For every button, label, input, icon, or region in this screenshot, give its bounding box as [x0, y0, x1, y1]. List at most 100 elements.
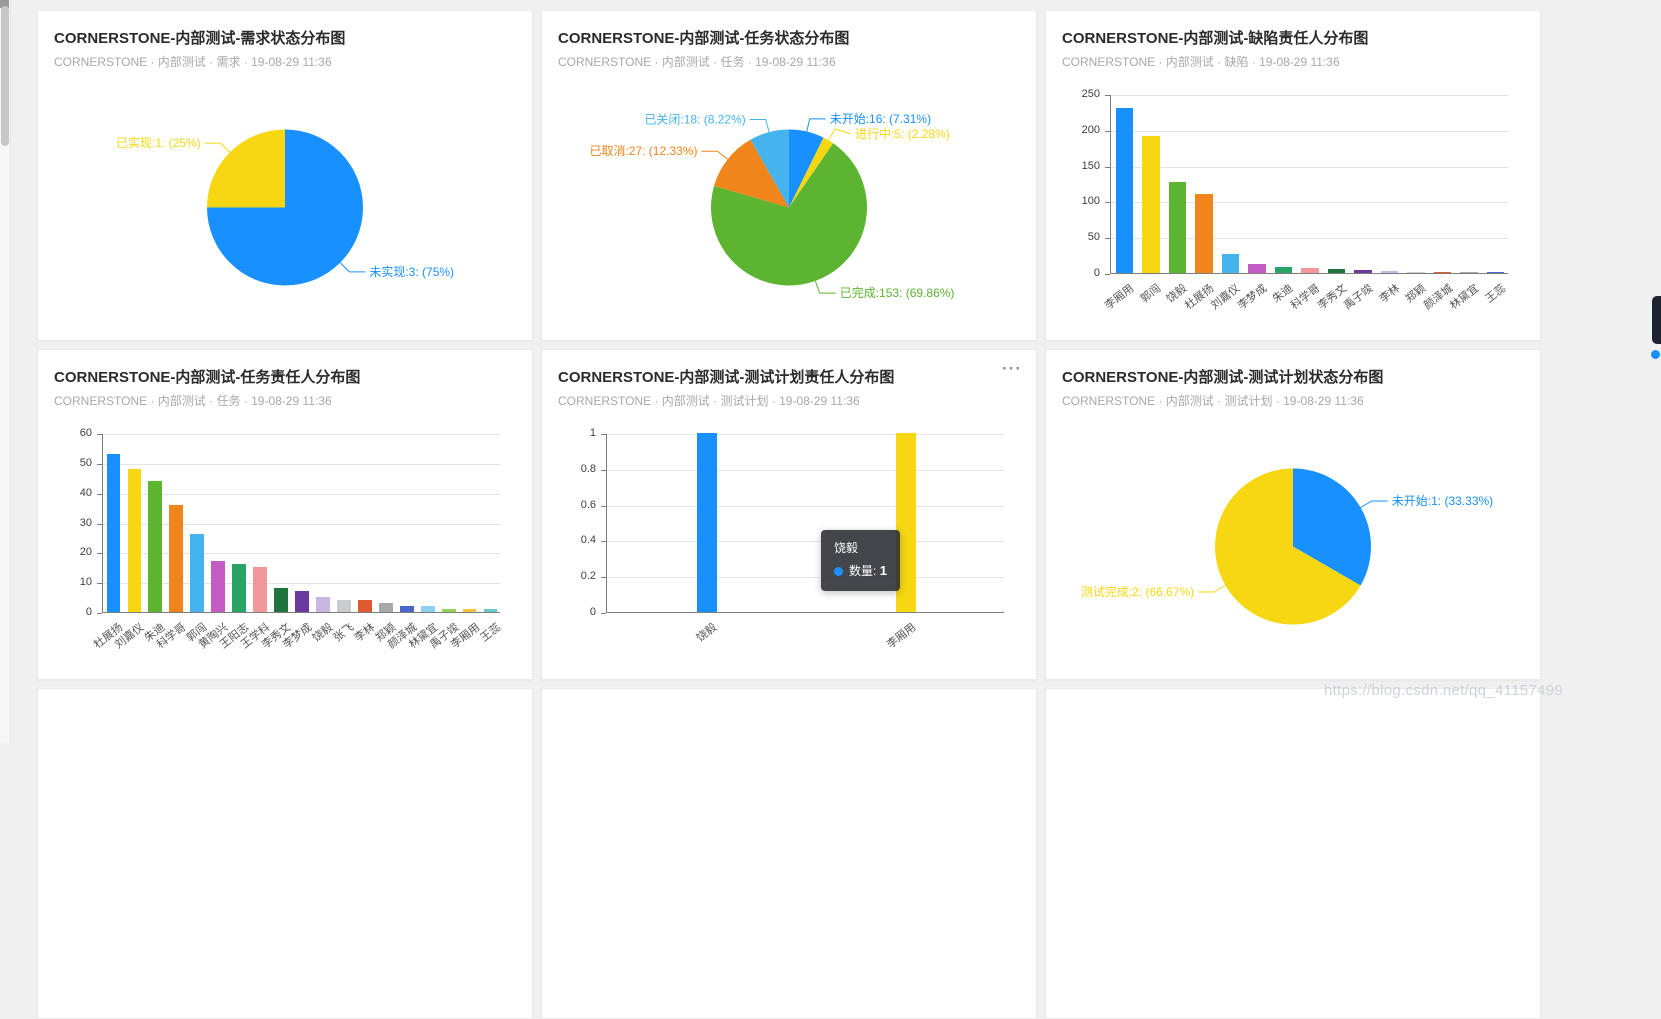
- pie-slice[interactable]: [789, 129, 824, 208]
- bar[interactable]: [1248, 263, 1266, 273]
- pie-label: 未实现:3: (75%): [369, 264, 454, 279]
- y-axis-tick: [1105, 166, 1110, 168]
- left-scrollbar-handle[interactable]: [1, 6, 9, 146]
- bar[interactable]: [378, 603, 393, 612]
- pie-slice[interactable]: [207, 129, 285, 208]
- bar[interactable]: [1115, 108, 1133, 273]
- gridline: [607, 434, 1004, 435]
- bar[interactable]: [462, 609, 477, 612]
- requirement-status-pie-chart[interactable]: 未实现:3: (75%) 已实现:1: (25%): [56, 81, 514, 330]
- pie-label-line: [701, 150, 729, 160]
- bar[interactable]: [1380, 270, 1399, 273]
- bar[interactable]: [336, 600, 351, 612]
- dashboard-grid: CORNERSTONE-内部测试-需求状态分布图 CORNERSTONE · 内…: [37, 10, 1541, 1019]
- x-axis-label: 李厢用: [884, 621, 918, 652]
- bar[interactable]: [295, 591, 309, 612]
- bar[interactable]: [1407, 271, 1425, 273]
- y-axis-tick: [1105, 238, 1110, 240]
- gridline: [103, 463, 500, 465]
- bar[interactable]: [253, 567, 267, 612]
- task-owner-bar-chart[interactable]: 0 10 20 30 40 50 60 杜展扬 刘嘉仪 朱迪 科学哥 郭闯 黄陶兴 王阳志 王学科 李秀文 李梦…: [56, 420, 514, 669]
- bar[interactable]: [190, 534, 205, 612]
- pie-slice[interactable]: [714, 139, 789, 208]
- task-status-pie-chart[interactable]: 未开始:16: (7.31%) 进行中:5: (2.28%) 已完成:153: (6…: [560, 81, 1018, 330]
- card-partial: [541, 688, 1037, 1019]
- testplan-owner-bar-chart[interactable]: 0 0.2 0.4 0.6 0.8 1 饶毅 李厢用 饶毅 数量: 1: [560, 420, 1018, 669]
- y-axis-tick: [1105, 274, 1110, 275]
- bar[interactable]: [1486, 272, 1505, 273]
- bar[interactable]: [232, 564, 247, 612]
- y-axis-label: 200: [1081, 123, 1100, 136]
- side-panel-handle[interactable]: [1652, 296, 1661, 344]
- bar[interactable]: [399, 606, 414, 612]
- bar[interactable]: [420, 606, 435, 612]
- gridline: [607, 505, 1004, 507]
- bar[interactable]: [148, 480, 163, 612]
- bar[interactable]: [441, 609, 456, 612]
- bar[interactable]: [1274, 267, 1293, 273]
- bar[interactable]: [1168, 182, 1187, 273]
- bar[interactable]: [127, 468, 142, 612]
- bar[interactable]: [895, 433, 916, 612]
- bar[interactable]: [1195, 194, 1213, 273]
- pie-slice[interactable]: [750, 129, 789, 208]
- bar[interactable]: [1221, 253, 1240, 273]
- y-axis-tick: [97, 434, 102, 435]
- bar[interactable]: [169, 504, 184, 612]
- gridline: [1111, 202, 1508, 204]
- y-axis-tick: [601, 469, 606, 471]
- y-axis-label: 0: [1093, 267, 1100, 279]
- bar[interactable]: [1301, 268, 1319, 273]
- bar[interactable]: [211, 561, 226, 612]
- defect-owner-bar-chart[interactable]: 0 50 100 150 200 250 李厢用 郭闯 饶毅 杜展扬 刘嘉仪 李梦成 朱迪 科学哥 李秀文禹…: [1064, 81, 1522, 330]
- bar[interactable]: [106, 453, 121, 612]
- y-axis-tick: [97, 553, 102, 555]
- pie-slice[interactable]: [1293, 468, 1371, 586]
- bar[interactable]: [357, 600, 372, 612]
- card-title: CORNERSTONE-内部测试-任务责任人分布图: [54, 369, 361, 386]
- bar[interactable]: [316, 597, 330, 612]
- y-axis-label: 0.8: [580, 462, 596, 475]
- plot-area: [606, 433, 1004, 613]
- card-task-status: CORNERSTONE-内部测试-任务状态分布图 CORNERSTONE · 内…: [541, 10, 1037, 341]
- side-blue-dot[interactable]: [1651, 350, 1660, 359]
- y-axis-label: 50: [79, 456, 92, 469]
- pie-slice[interactable]: [711, 143, 867, 286]
- card-testplan-status: CORNERSTONE-内部测试-测试计划状态分布图 CORNERSTONE ·…: [1045, 349, 1541, 680]
- bar[interactable]: [1460, 272, 1478, 273]
- card-subtitle: CORNERSTONE · 内部测试 · 缺陷 · 19-08-29 11:36: [1062, 55, 1340, 69]
- x-axis-label: 郭闯: [1138, 282, 1164, 306]
- card-subtitle: CORNERSTONE · 内部测试 · 测试计划 · 19-08-29 11:…: [1062, 394, 1364, 408]
- bar[interactable]: [483, 609, 498, 612]
- left-scrollbar-corner: [0, 0, 9, 8]
- more-options-icon[interactable]: ···: [1002, 359, 1022, 378]
- pie-label: 测试完成:2: (66.67%): [1081, 584, 1194, 599]
- pie-slice[interactable]: [1215, 468, 1361, 625]
- bar[interactable]: [1142, 135, 1160, 273]
- bar[interactable]: [696, 433, 717, 612]
- bar[interactable]: [1327, 269, 1346, 273]
- gridline: [1111, 238, 1508, 240]
- x-axis-label: 林黛宜: [1448, 282, 1482, 313]
- bar[interactable]: [1354, 270, 1372, 273]
- pie-slice[interactable]: [789, 137, 834, 208]
- y-axis-tick: [1105, 95, 1110, 96]
- bar[interactable]: [1433, 271, 1452, 273]
- y-axis-label: 0: [589, 606, 596, 618]
- bar[interactable]: [274, 588, 288, 612]
- y-axis-label: 0.2: [580, 570, 596, 583]
- y-axis-label: 1: [589, 427, 596, 439]
- y-axis-tick: [601, 541, 606, 543]
- card-subtitle: CORNERSTONE · 内部测试 · 任务 · 19-08-29 11:36: [54, 394, 332, 408]
- y-axis-tick: [97, 463, 102, 465]
- pie-label: 进行中:5: (2.28%): [855, 126, 950, 141]
- card-testplan-owner: CORNERSTONE-内部测试-测试计划责任人分布图 CORNERSTONE …: [541, 349, 1037, 680]
- card-title: CORNERSTONE-内部测试-任务状态分布图: [558, 30, 850, 47]
- pie-svg: 未开始:16: (7.31%)进行中:5: (2.28%) 已完成:153: (6…: [589, 112, 955, 300]
- plot-area: [102, 434, 500, 613]
- pie-label: 已完成:153: (69.86%): [840, 285, 955, 300]
- pie-label-line: [204, 142, 231, 153]
- left-scrollbar-track[interactable]: [0, 0, 11, 743]
- x-axis-label: 王蕊: [478, 621, 503, 645]
- testplan-status-pie-chart[interactable]: 未开始:1: (33.33%) 测试完成:2: (66.67%): [1064, 420, 1522, 669]
